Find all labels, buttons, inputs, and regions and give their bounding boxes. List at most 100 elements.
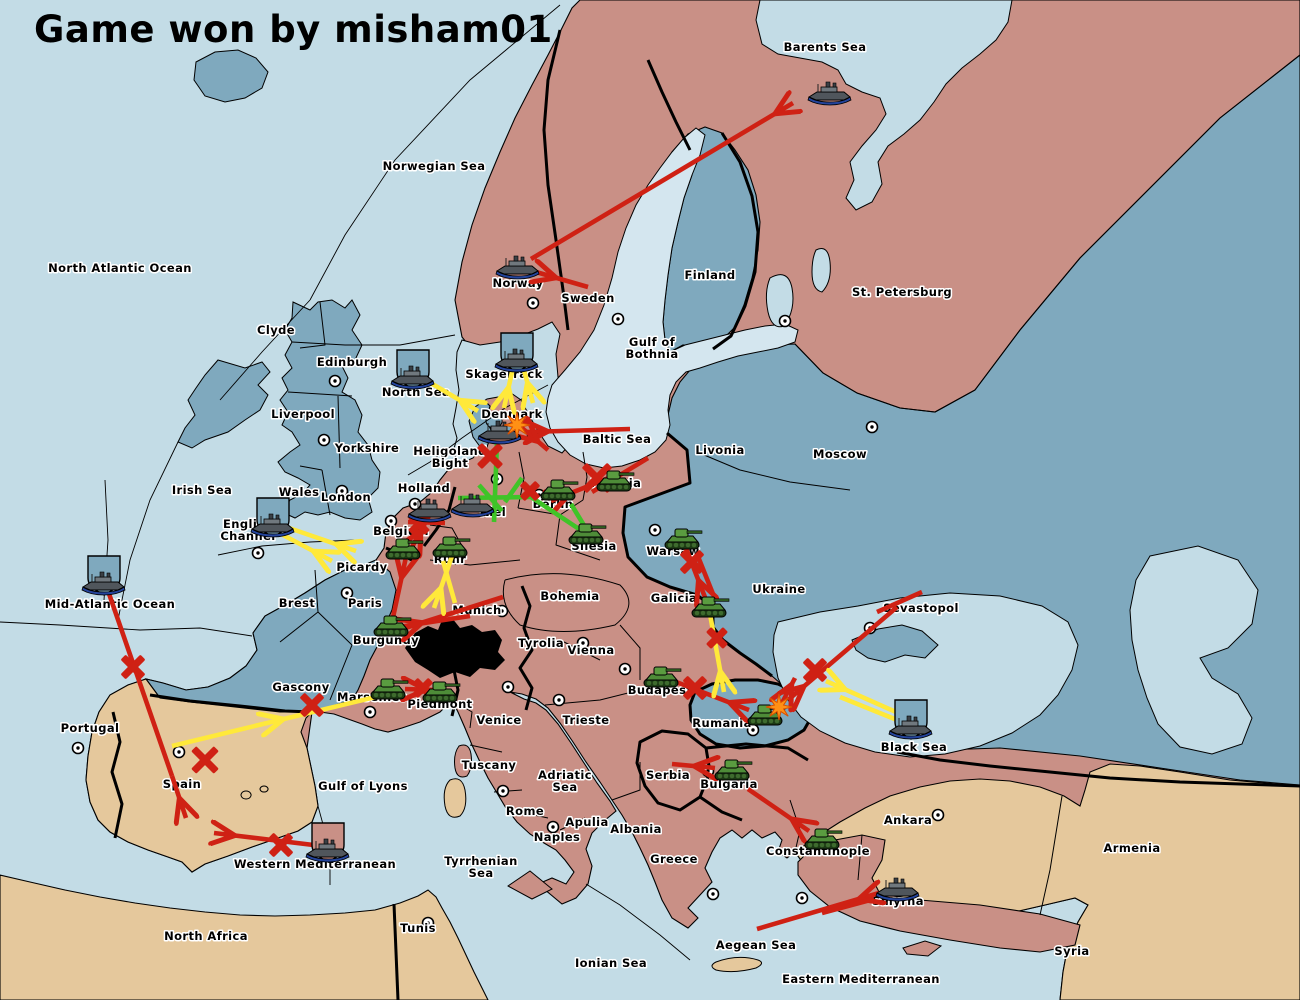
sea-border-line bbox=[219, 299, 311, 401]
army-unit-burgundy bbox=[373, 615, 412, 637]
label-tuscany: Tuscany bbox=[462, 758, 517, 772]
failed-order-x-8 bbox=[680, 550, 704, 574]
label-venice: Venice bbox=[476, 713, 521, 727]
border-line bbox=[712, 132, 760, 351]
supply-center-brest bbox=[251, 546, 265, 560]
label-ankara: Ankara bbox=[884, 813, 932, 827]
page-title: Game won by misham01 bbox=[34, 8, 553, 51]
army-unit-silesia bbox=[568, 523, 607, 545]
label-rome: Rome bbox=[506, 804, 544, 818]
order-arrow-red-13 bbox=[169, 775, 186, 818]
dislodge-starburst-1 bbox=[765, 693, 793, 721]
dislodged-fleet-skagerrack bbox=[494, 332, 539, 373]
supply-center-norway bbox=[526, 296, 540, 310]
order-arrow-yellow-34 bbox=[707, 613, 724, 692]
border-line bbox=[646, 59, 692, 151]
label-baltic-sea: Baltic Sea bbox=[583, 432, 652, 446]
label-munich: Munich bbox=[452, 603, 501, 617]
dislodged-fleet-western-mediterranean bbox=[305, 822, 350, 863]
label-north-africa: North Africa bbox=[164, 929, 248, 943]
order-arrow-red-15 bbox=[670, 677, 749, 710]
dislodged-fleet-english-channel bbox=[250, 497, 295, 538]
label-tunis: Tunis bbox=[400, 921, 436, 935]
label-vienna: Vienna bbox=[568, 643, 615, 657]
failed-order-x-5 bbox=[121, 655, 145, 679]
border-line bbox=[450, 585, 534, 717]
order-arrow-red-19 bbox=[876, 589, 923, 615]
layer-borders bbox=[110, 29, 1300, 1000]
label-eastern-mediterranean: Eastern Mediterranean bbox=[782, 972, 940, 986]
label-wales: Wales bbox=[279, 485, 320, 499]
label-sevastopol: Sevastopol bbox=[883, 601, 959, 615]
label-rumania: Rumania bbox=[692, 716, 751, 730]
label-north-sea: North Sea bbox=[382, 385, 450, 399]
order-arrow-red-24 bbox=[821, 896, 875, 916]
dislodged-fleet-black-sea bbox=[888, 699, 933, 740]
island bbox=[193, 49, 269, 103]
supply-center-london bbox=[335, 484, 349, 498]
order-arrow-red-21 bbox=[671, 764, 715, 768]
army-unit-budapest bbox=[643, 666, 682, 688]
army-unit-warsaw bbox=[664, 528, 703, 550]
layer-labels: Barents Sea Norwegian Sea North Atlantic O… bbox=[43, 39, 1161, 988]
supply-center-edinburgh bbox=[328, 374, 342, 388]
army-unit-piedmont bbox=[422, 681, 461, 703]
switzerland-impassable bbox=[405, 618, 505, 678]
supply-center-sweden bbox=[611, 312, 625, 326]
label-armenia: Armenia bbox=[1103, 841, 1160, 855]
label-constantinople: Constantinople bbox=[766, 844, 870, 858]
label-mid-atlantic-ocean: Mid-Atlantic Ocean bbox=[45, 597, 175, 611]
label-edinburgh: Edinburgh bbox=[317, 355, 387, 369]
fleet-unit-holland bbox=[407, 498, 452, 523]
label-portugal: Portugal bbox=[61, 721, 120, 735]
border-line bbox=[279, 569, 353, 701]
supply-center-belgium bbox=[384, 514, 398, 528]
army-unit-berlin bbox=[540, 479, 579, 501]
water-body bbox=[545, 127, 799, 469]
label-norwegian-sea: Norwegian Sea bbox=[383, 159, 486, 173]
sea-border-line bbox=[407, 384, 549, 476]
dislodged-fleet-north-sea bbox=[390, 349, 435, 390]
label-spain: Spain bbox=[163, 777, 201, 791]
order-arrow-yellow-35 bbox=[826, 681, 906, 719]
failed-order-x-1 bbox=[520, 481, 540, 501]
border-line bbox=[287, 301, 353, 516]
label-ukraine: Ukraine bbox=[752, 582, 805, 596]
island bbox=[443, 778, 467, 818]
water-body bbox=[811, 248, 831, 293]
border-line bbox=[502, 573, 630, 632]
label-apulia: Apulia bbox=[565, 815, 608, 829]
order-arrow-red-1 bbox=[536, 272, 589, 290]
supply-center-smyrna bbox=[795, 891, 809, 905]
label-black-sea: Black Sea bbox=[881, 740, 947, 754]
order-arrow-red-22 bbox=[746, 787, 809, 831]
island bbox=[454, 744, 472, 778]
label-holland: Holland bbox=[398, 481, 450, 495]
label-st-petersburg: St. Petersburg bbox=[852, 285, 952, 299]
army-unit-ruhr bbox=[432, 536, 471, 558]
border-line bbox=[621, 431, 773, 678]
border-line bbox=[110, 711, 124, 839]
order-arrow-red-17 bbox=[694, 553, 716, 595]
failed-order-x-7 bbox=[269, 833, 293, 857]
supply-center-budapest bbox=[618, 662, 632, 676]
order-arrow-red-18 bbox=[788, 605, 899, 700]
border-line bbox=[392, 903, 400, 1000]
layer-units bbox=[81, 81, 933, 902]
label-finland: Finland bbox=[685, 268, 736, 282]
supply-center-rome bbox=[496, 784, 510, 798]
supply-center-naples bbox=[546, 820, 560, 834]
layer-fx bbox=[503, 411, 793, 721]
border-line bbox=[857, 795, 1063, 916]
order-arrow-green-39 bbox=[477, 483, 504, 513]
land-region bbox=[797, 834, 1081, 953]
supply-center-marseilles bbox=[363, 705, 377, 719]
label-yorkshire: Yorkshire bbox=[334, 441, 400, 455]
label-north-atlantic-ocean: North Atlantic Ocean bbox=[48, 261, 192, 275]
label-brest: Brest bbox=[279, 596, 316, 610]
fleet-unit-norway bbox=[495, 255, 540, 280]
label-ionian-sea: Ionian Sea bbox=[575, 956, 647, 970]
label-bohemia: Bohemia bbox=[540, 589, 599, 603]
